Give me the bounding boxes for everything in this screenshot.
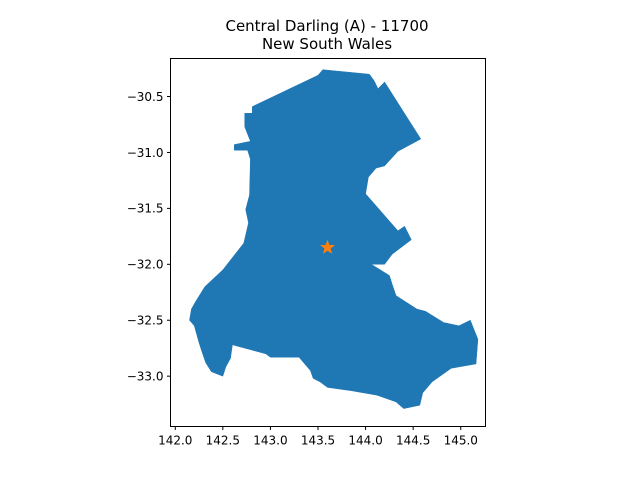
chart-title: Central Darling (A) - 11700 New South Wa…: [225, 17, 428, 53]
y-tick-label: −31.0: [127, 146, 164, 160]
x-tick-label: 143.0: [253, 434, 287, 448]
y-tick-label: −32.5: [127, 314, 164, 328]
plot-area: [189, 69, 479, 409]
y-axis: −30.5 −31.0 −31.5 −32.0 −32.5 −33.0: [127, 90, 171, 383]
axes-frame: [170, 58, 486, 427]
x-axis: 142.0 142.5 143.0 143.5 144.0 144.5 145.0: [158, 426, 478, 448]
centroid-star-marker: [320, 239, 336, 254]
x-tick-label: 145.0: [444, 434, 478, 448]
title-line-1: Central Darling (A) - 11700: [225, 17, 428, 35]
title-line-2: New South Wales: [262, 35, 392, 53]
y-tick-label: −30.5: [127, 90, 164, 104]
y-tick-label: −33.0: [127, 369, 164, 383]
region-polygon: [189, 69, 479, 409]
x-tick-label: 142.5: [206, 434, 240, 448]
x-tick-label: 143.5: [301, 434, 335, 448]
y-tick-label: −31.5: [127, 202, 164, 216]
y-tick-label: −32.0: [127, 258, 164, 272]
x-tick-label: 144.5: [396, 434, 430, 448]
x-tick-label: 142.0: [158, 434, 192, 448]
x-tick-label: 144.0: [348, 434, 382, 448]
